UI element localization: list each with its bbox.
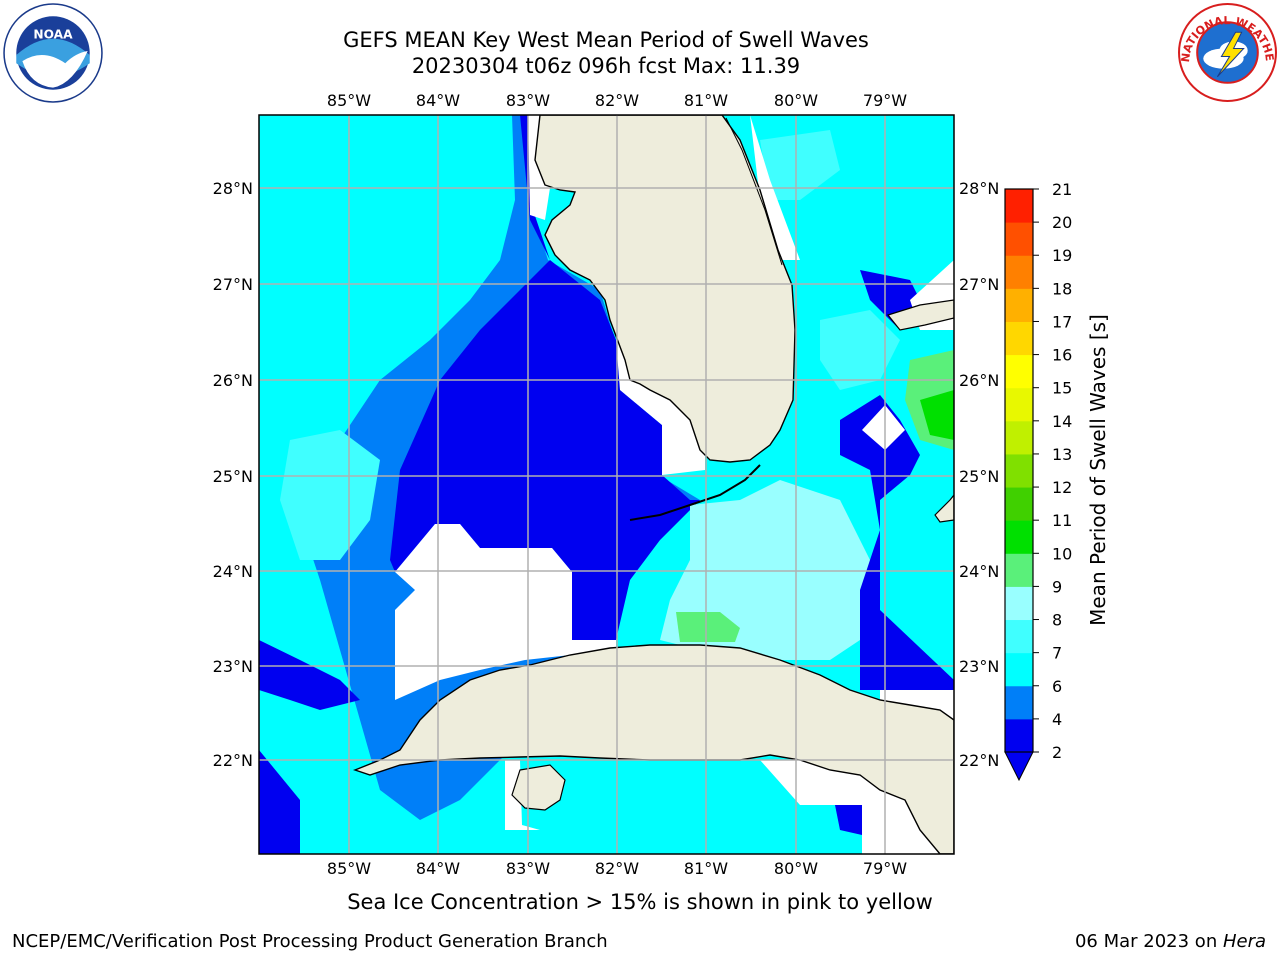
lon-label-bottom: 85°W	[327, 859, 371, 878]
lat-label-left: 24°N	[213, 562, 253, 581]
colorbar-segment	[1005, 288, 1033, 322]
nws-logo-icon: NATIONAL WEATHER SERVICE	[1177, 2, 1277, 102]
lon-label-top: 81°W	[684, 91, 728, 110]
colorbar-segment	[1005, 189, 1033, 223]
colorbar-tick-label: 13	[1052, 445, 1072, 464]
lat-label-right: 27°N	[959, 275, 999, 294]
lat-label-right: 22°N	[959, 751, 999, 770]
lon-label-bottom: 82°W	[595, 859, 639, 878]
sea-ice-note: Sea Ice Concentration > 15% is shown in …	[347, 890, 933, 914]
colorbar-tick-label: 14	[1052, 412, 1072, 431]
colorbar-tick-label: 8	[1052, 611, 1062, 630]
lat-label-right: 28°N	[959, 179, 999, 198]
colorbar-segment	[1005, 520, 1033, 554]
lon-label-bottom: 83°W	[506, 859, 550, 878]
forecast-subtitle: 20230304 t06z 096h fcst Max: 11.39	[411, 54, 801, 78]
lon-label-top: 85°W	[327, 91, 371, 110]
colorbar-segment	[1005, 685, 1033, 720]
colorbar-segment	[1005, 354, 1033, 389]
footer-date-text: 06 Mar 2023 on	[1074, 931, 1223, 952]
lon-label-top: 82°W	[595, 91, 639, 110]
graticule	[259, 115, 954, 854]
colorbar-tick-label: 2	[1052, 743, 1062, 762]
colorbar-segment	[1005, 652, 1033, 687]
colorbar-segment	[1005, 619, 1033, 654]
lon-label-top: 83°W	[506, 91, 550, 110]
lon-label-bottom: 79°W	[863, 859, 907, 878]
colorbar-segment	[1005, 222, 1033, 256]
colorbar-segment	[1005, 453, 1033, 488]
footer-date: 06 Mar 2023 on Hera	[1075, 931, 1266, 952]
lon-label-top: 80°W	[774, 91, 818, 110]
noaa-logo-icon: NOAA	[3, 3, 103, 103]
colorbar-under-arrow	[1004, 751, 1034, 782]
colorbar-segment	[1005, 718, 1033, 753]
cuba-landmass	[352, 644, 954, 854]
colorbar-segment	[1005, 487, 1033, 521]
lon-label-bottom: 84°W	[416, 859, 460, 878]
colorbar-tick-label: 16	[1052, 346, 1072, 365]
lon-label-top: 84°W	[416, 91, 460, 110]
colorbar-segment	[1005, 420, 1033, 455]
footer-credit: NCEP/EMC/Verification Post Processing Pr…	[12, 931, 608, 952]
lat-label-left: 27°N	[213, 275, 253, 294]
colorbar-tick-label: 12	[1052, 478, 1072, 497]
map-plot-area	[259, 115, 954, 854]
colorbar-segment	[1005, 586, 1033, 621]
colorbar-ticks: 2 4 6 7 8 9 10 11 12 13 14 15 16 17 18 19 20 21	[1033, 180, 1072, 762]
colorbar-tick-label: 6	[1052, 677, 1062, 696]
colorbar-label: Mean Period of Swell Waves [s]	[1086, 314, 1110, 626]
lon-label-top: 79°W	[863, 91, 907, 110]
lat-label-right: 26°N	[959, 371, 999, 390]
lon-label-bottom: 80°W	[774, 859, 818, 878]
colorbar-tick-label: 7	[1052, 644, 1062, 663]
colorbar-tick-label: 21	[1052, 180, 1072, 199]
colorbar-tick-label: 20	[1052, 213, 1072, 232]
colorbar-segment	[1005, 387, 1033, 422]
lat-label-right: 23°N	[959, 657, 999, 676]
colorbar-tick-label: 11	[1052, 511, 1072, 530]
svg-text:NOAA: NOAA	[33, 28, 73, 42]
florida-landmass	[534, 115, 796, 463]
colorbar-segment	[1005, 321, 1033, 356]
map-title: GEFS MEAN Key West Mean Period of Swell …	[343, 28, 869, 52]
lat-label-left: 26°N	[213, 371, 253, 390]
colorbar-tick-label: 19	[1052, 246, 1072, 265]
lat-label-left: 22°N	[213, 751, 253, 770]
footer-machine: Hera	[1222, 931, 1266, 952]
lat-label-right: 25°N	[959, 467, 999, 486]
colorbar-segment	[1005, 255, 1033, 289]
map-frame	[258, 114, 955, 855]
colorbar-tick-label: 18	[1052, 279, 1072, 298]
lat-label-left: 28°N	[213, 179, 253, 198]
colorbar	[1005, 189, 1033, 753]
colorbar-tick-label: 9	[1052, 577, 1062, 596]
lat-label-right: 24°N	[959, 562, 999, 581]
colorbar-segment	[1005, 553, 1033, 587]
colorbar-frame	[1004, 188, 1034, 753]
lon-label-bottom: 81°W	[684, 859, 728, 878]
colorbar-tick-label: 17	[1052, 312, 1072, 331]
lat-label-left: 25°N	[213, 467, 253, 486]
colorbar-tick-label: 4	[1052, 710, 1062, 729]
colorbar-tick-label: 15	[1052, 379, 1072, 398]
lat-label-left: 23°N	[213, 657, 253, 676]
colorbar-tick-label: 10	[1052, 544, 1072, 563]
